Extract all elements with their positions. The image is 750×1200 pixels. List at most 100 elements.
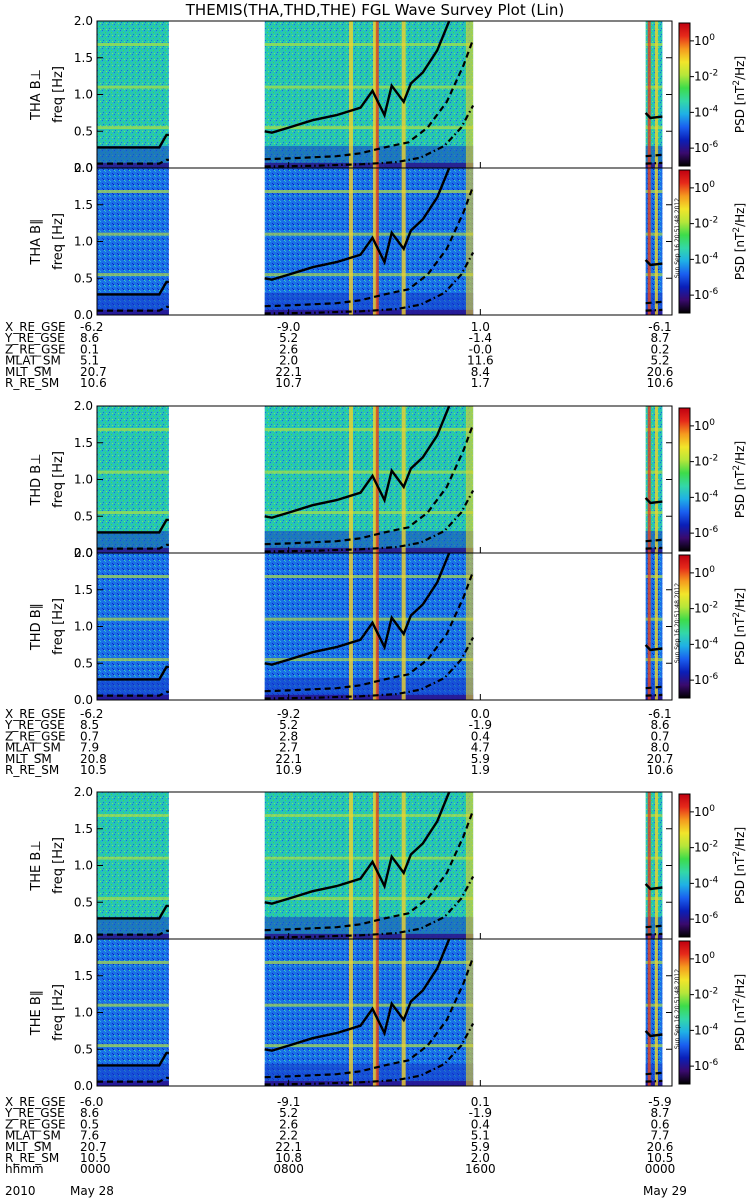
y-tick-label: 0.5: [74, 509, 93, 523]
colorbar-tick-label: 10-4: [694, 104, 719, 119]
burst-stripe: [348, 168, 353, 315]
y-tick-label: 1.5: [74, 969, 93, 983]
ephemeris-value: 8.0: [650, 741, 669, 755]
colorbar-tick-label: 10-2: [694, 987, 718, 1002]
y-tick-label: 1.0: [74, 859, 93, 873]
ephemeris-label: MLAT_SM: [5, 1129, 61, 1143]
gyro-curve-dashdot: [264, 251, 663, 315]
y-tick-label: 1.5: [74, 822, 93, 836]
burst-stripe: [647, 406, 651, 553]
gyro-curve-solid: [97, 405, 663, 534]
low-freq-band: [264, 530, 474, 553]
ephemeris-label: Y_RE_GSE: [4, 1106, 65, 1120]
ephemeris-value: 2.8: [279, 729, 298, 743]
low-freq-band: [264, 292, 474, 315]
y-tick-label: 2.0: [74, 785, 93, 799]
ephemeris-label: Z_RE_GSE: [5, 1117, 66, 1131]
ephemeris-value: -6.2: [80, 320, 103, 334]
timestamp-stamp: Sun Sep 16 20:51:48 2012: [674, 583, 681, 663]
harmonic-line: [645, 43, 663, 47]
harmonic-line: [264, 961, 474, 965]
y-tick-label: 2.0: [74, 14, 93, 28]
ephemeris-block-the: X_RE_GSE -6.0 -9.1 0.1 -5.9 Y_RE_GSE 8.6 5.2 -1.…: [4, 1095, 675, 1176]
ephemeris-label: Z_RE_GSE: [5, 342, 66, 356]
ephemeris-value: 0.1: [80, 342, 99, 356]
ephemeris-value: 20.7: [647, 752, 674, 766]
gyro-curve-dashdot: [264, 104, 663, 168]
panel-ylabel: THD B⊥: [29, 453, 44, 506]
burst-stripe: [348, 21, 353, 168]
gyro-curve-solid: [97, 20, 663, 149]
colorbar-tick-label: 10-6: [694, 140, 719, 155]
panel-ylabel-units: freq [Hz]: [51, 451, 66, 508]
harmonic-line: [645, 658, 663, 662]
colorbar: [678, 940, 691, 1085]
harmonic-line: [264, 85, 474, 89]
timestamp-stamp: Sun Sep 16 20:51:48 2012: [674, 198, 681, 278]
ephemeris-value: 10.5: [80, 1151, 107, 1165]
harmonic-line: [264, 575, 474, 579]
colorbar-tick-label: 10-2: [694, 840, 718, 855]
burst-stripe: [465, 792, 474, 939]
colorbar-label: PSD [nT2/Hz]: [732, 203, 747, 280]
ephemeris-value: 5.1: [471, 1129, 490, 1143]
colorbar-tick-label: 100: [694, 804, 715, 819]
burst-stripe: [647, 21, 651, 168]
ephemeris-value: 10.7: [275, 376, 302, 390]
y-tick-label: 0.5: [74, 271, 93, 285]
date-axis-group: 2010 May 28 May 29: [5, 1184, 687, 1198]
ephemeris-value: 8.6: [650, 718, 669, 732]
harmonic-line: [264, 232, 474, 236]
y-tick-label: 0.0: [74, 546, 93, 560]
ephemeris-value: 20.8: [80, 752, 107, 766]
colorbar: [678, 22, 691, 167]
dc-band: [97, 162, 169, 168]
colorbar-tick-label: 10-2: [694, 601, 718, 616]
burst-stripe: [647, 939, 651, 1086]
burst-stripe: [348, 792, 353, 939]
y-tick-label: 1.0: [74, 620, 93, 634]
ephemeris-value: -6.0: [80, 1095, 103, 1109]
dc-band: [97, 694, 169, 700]
ephemeris-value: 0.7: [650, 729, 669, 743]
y-tick-label: 1.0: [74, 235, 93, 249]
ephemeris-value: 5.9: [471, 1140, 490, 1154]
burst-stripe: [465, 168, 474, 315]
harmonic-line: [645, 126, 663, 130]
ephemeris-value: 2.0: [471, 1151, 490, 1165]
y-tick-label: 1.5: [74, 198, 93, 212]
y-tick-label: 0.5: [74, 1042, 93, 1056]
y-tick-label: 0.0: [74, 1079, 93, 1093]
gyro-curve-dashed: [97, 186, 663, 312]
ephemeris-value: 5.1: [80, 354, 99, 368]
date-end: May 29: [643, 1184, 687, 1198]
ephemeris-value: 11.6: [467, 354, 494, 368]
ephemeris-value: 5.9: [471, 752, 490, 766]
ephemeris-label: R_RE_SM: [5, 376, 59, 390]
ephemeris-value: 0.7: [80, 729, 99, 743]
gyro-curve-solid: [97, 552, 663, 681]
harmonic-line: [264, 190, 474, 194]
colorbar-tick-label: 100: [694, 180, 715, 195]
dc-band: [264, 162, 474, 168]
ephemeris-value: 0.0: [471, 707, 490, 721]
panel-ylabel-units: freq [Hz]: [51, 66, 66, 123]
harmonic-line: [97, 617, 169, 621]
harmonic-line: [264, 470, 474, 474]
gyro-curve-solid: [97, 938, 663, 1067]
low-freq-band: [97, 677, 169, 700]
harmonic-line: [97, 511, 169, 515]
y-tick-label: 0.5: [74, 656, 93, 670]
harmonic-line: [97, 658, 169, 662]
harmonic-line: [645, 1003, 663, 1007]
burst-stripe: [401, 168, 406, 315]
harmonic-line: [645, 617, 663, 621]
ephemeris-value: 2.6: [279, 1117, 298, 1131]
harmonic-line: [645, 575, 663, 579]
gyro-curve-dashed: [97, 810, 663, 936]
y-tick-label: 0.0: [74, 161, 93, 175]
harmonic-line: [264, 856, 474, 860]
y-tick-label: 1.0: [74, 88, 93, 102]
low-freq-band: [264, 145, 474, 168]
